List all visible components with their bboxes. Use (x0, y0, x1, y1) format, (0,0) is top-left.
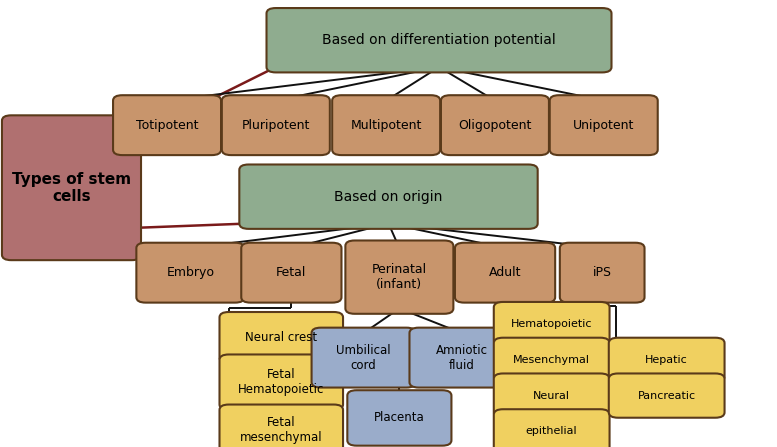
Text: Adult: Adult (489, 266, 521, 279)
FancyBboxPatch shape (494, 409, 609, 447)
FancyBboxPatch shape (347, 390, 451, 446)
Text: Pancreatic: Pancreatic (638, 391, 695, 401)
Text: Fetal
Hematopoietic: Fetal Hematopoietic (238, 368, 325, 396)
Text: iPS: iPS (593, 266, 611, 279)
FancyBboxPatch shape (441, 95, 549, 155)
Text: Neural: Neural (533, 391, 570, 401)
Text: epithelial: epithelial (526, 426, 577, 436)
Text: Totipotent: Totipotent (136, 118, 198, 132)
Text: Multipotent: Multipotent (350, 118, 422, 132)
Text: Oligopotent: Oligopotent (458, 118, 531, 132)
Text: Hepatic: Hepatic (645, 355, 688, 365)
FancyBboxPatch shape (409, 328, 514, 388)
Text: Hematopoietic: Hematopoietic (511, 319, 592, 329)
Text: Placenta: Placenta (374, 411, 425, 425)
FancyBboxPatch shape (494, 338, 609, 382)
Text: Pluripotent: Pluripotent (242, 118, 310, 132)
Text: Fetal: Fetal (276, 266, 307, 279)
FancyBboxPatch shape (267, 8, 611, 72)
FancyBboxPatch shape (312, 328, 416, 388)
Text: Based on origin: Based on origin (334, 190, 443, 204)
Text: Unipotent: Unipotent (573, 118, 634, 132)
Text: Perinatal
(infant): Perinatal (infant) (372, 263, 427, 291)
Text: Based on differentiation potential: Based on differentiation potential (322, 33, 556, 47)
FancyBboxPatch shape (222, 95, 329, 155)
FancyBboxPatch shape (219, 405, 343, 447)
FancyBboxPatch shape (455, 243, 555, 303)
FancyBboxPatch shape (113, 95, 221, 155)
FancyBboxPatch shape (609, 338, 724, 382)
Text: Umbilical
cord: Umbilical cord (336, 344, 391, 371)
FancyBboxPatch shape (549, 95, 657, 155)
Text: Types of stem
cells: Types of stem cells (12, 172, 131, 204)
FancyBboxPatch shape (345, 240, 454, 314)
Text: Amniotic
fluid: Amniotic fluid (436, 344, 487, 371)
Text: Embryo: Embryo (166, 266, 214, 279)
FancyBboxPatch shape (494, 373, 609, 417)
FancyBboxPatch shape (137, 243, 244, 303)
FancyBboxPatch shape (241, 243, 341, 303)
FancyBboxPatch shape (2, 115, 141, 260)
FancyBboxPatch shape (219, 312, 343, 363)
FancyBboxPatch shape (494, 302, 609, 346)
FancyBboxPatch shape (239, 164, 538, 229)
FancyBboxPatch shape (559, 243, 645, 303)
FancyBboxPatch shape (609, 373, 724, 417)
Text: Fetal
mesenchymal: Fetal mesenchymal (240, 416, 322, 444)
Text: Mesenchymal: Mesenchymal (513, 355, 591, 365)
FancyBboxPatch shape (333, 95, 440, 155)
Text: Neural crest: Neural crest (246, 331, 317, 344)
FancyBboxPatch shape (219, 354, 343, 410)
